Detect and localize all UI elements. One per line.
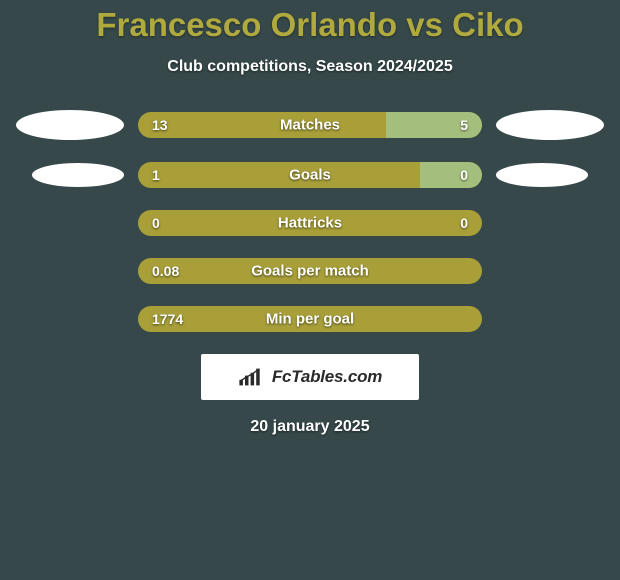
stat-value-right: 0 [460, 215, 468, 231]
stat-value-right: 5 [460, 117, 468, 133]
stat-row: 1774 Min per goal [0, 306, 620, 332]
stat-label: Min per goal [266, 311, 354, 328]
stat-row: 13 5 Matches [0, 110, 620, 140]
player-right-marker [496, 163, 588, 187]
stat-bar: 1 0 Goals [138, 162, 482, 188]
date-label: 20 january 2025 [0, 418, 620, 436]
stat-label: Matches [280, 117, 340, 134]
stat-row: 1 0 Goals [0, 162, 620, 188]
brand-text: FcTables.com [272, 367, 382, 387]
stat-value-left: 0.08 [152, 263, 179, 279]
stat-rows: 13 5 Matches 1 0 Goals 0 0 Hattricks 0.08 Goals pe… [0, 110, 620, 332]
stat-bar: 0 0 Hattricks [138, 210, 482, 236]
stat-row: 0.08 Goals per match [0, 258, 620, 284]
comparison-card: Francesco Orlando vs Ciko Club competiti… [0, 0, 620, 436]
player-left-marker [32, 163, 124, 187]
brand-box: FcTables.com [201, 354, 419, 400]
stat-value-right: 0 [460, 167, 468, 183]
stat-value-left: 1774 [152, 311, 183, 327]
stat-value-left: 0 [152, 215, 160, 231]
bars-icon [238, 367, 266, 387]
player-left-marker [16, 110, 124, 140]
stat-bar: 13 5 Matches [138, 112, 482, 138]
stat-value-left: 1 [152, 167, 160, 183]
stat-label: Goals per match [251, 263, 369, 280]
stat-bar-right-fill [420, 162, 482, 188]
stat-value-left: 13 [152, 117, 168, 133]
stat-label: Hattricks [278, 215, 342, 232]
stat-label: Goals [289, 167, 331, 184]
player-right-marker [496, 110, 604, 140]
stat-bar: 1774 Min per goal [138, 306, 482, 332]
page-title: Francesco Orlando vs Ciko [0, 6, 620, 44]
stat-row: 0 0 Hattricks [0, 210, 620, 236]
stat-bar: 0.08 Goals per match [138, 258, 482, 284]
page-subtitle: Club competitions, Season 2024/2025 [0, 58, 620, 76]
